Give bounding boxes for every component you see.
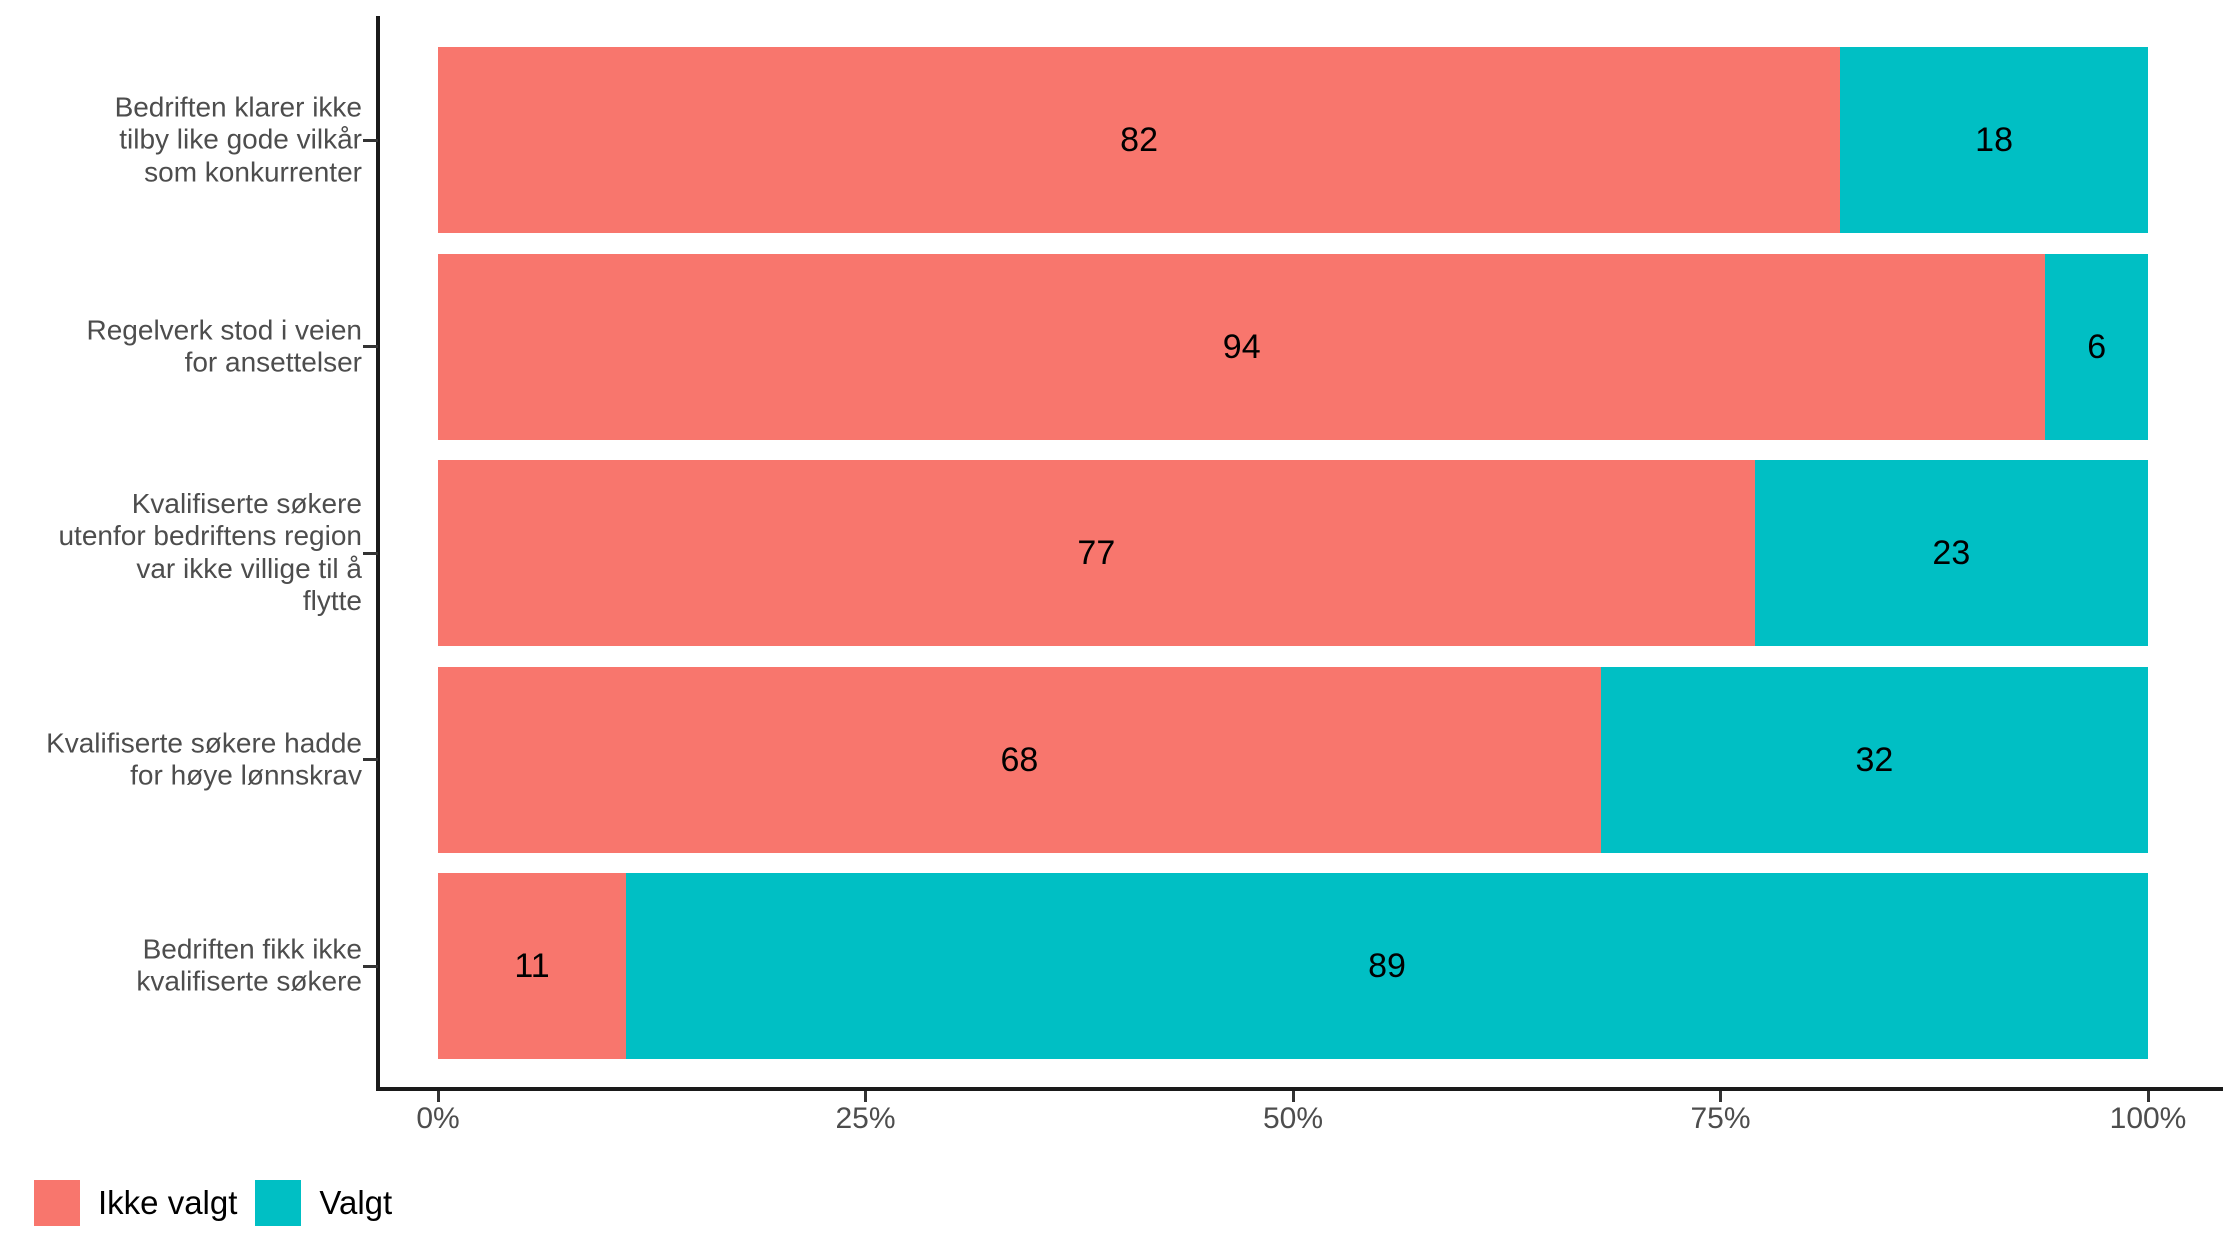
bar-row-kvalifiserte-søkere-hadde-for-: 68 32 xyxy=(438,666,2148,853)
bar-value-label: 89 xyxy=(1368,947,1406,985)
legend-swatch-valgt xyxy=(255,1180,302,1226)
y-axis-line xyxy=(376,16,380,1091)
x-axis-tick-label: 100% xyxy=(2109,1102,2187,1135)
x-axis-tick-label: 0% xyxy=(416,1102,460,1135)
category-label-4: Kvalifiserte søkere hadde for høye lønns… xyxy=(46,727,362,791)
bar-value-label: 23 xyxy=(1932,534,1971,572)
bar-segment-ikke-valgt: 77 xyxy=(438,460,1755,646)
bar-segment-valgt: 6 xyxy=(2045,253,2148,440)
category-label-1: Bedriften klarer ikke tilby like gode vi… xyxy=(114,91,362,188)
x-axis-tick xyxy=(1719,1091,1722,1102)
bar-segment-ikke-valgt: 94 xyxy=(438,253,2046,440)
bar-segment-ikke-valgt: 82 xyxy=(438,47,1841,233)
y-axis-tick xyxy=(363,138,378,142)
legend-label-ikke-valgt: Ikke valgt xyxy=(98,1184,238,1221)
x-axis-tick-label: 50% xyxy=(1262,1102,1324,1135)
x-axis-tick xyxy=(2146,1091,2150,1102)
bar-value-label: 18 xyxy=(1975,121,2013,159)
bar-value-label: 68 xyxy=(1000,740,1039,779)
y-axis-tick xyxy=(363,758,378,761)
category-label-3: Kvalifiserte søkere utenfor bedriftens r… xyxy=(58,488,362,617)
bar-segment-valgt: 18 xyxy=(1840,47,2148,233)
bar-value-label: 82 xyxy=(1120,121,1158,159)
x-axis-tick-label: 75% xyxy=(1690,1102,1751,1135)
x-axis-tick xyxy=(864,1091,867,1102)
bar-segment-valgt: 89 xyxy=(626,873,2148,1059)
legend-swatch-ikke-valgt xyxy=(34,1180,80,1226)
x-axis-tick xyxy=(436,1091,440,1102)
bar-segment-valgt: 23 xyxy=(1754,460,2148,646)
legend-label-valgt: Valgt xyxy=(319,1184,393,1221)
y-axis-tick xyxy=(363,345,378,348)
legend: Ikke valgt Valgt xyxy=(34,1180,392,1226)
x-axis-tick-label: 25% xyxy=(835,1102,896,1135)
bar-value-label: 6 xyxy=(2087,327,2107,366)
category-label-5: Bedriften fikk ikke kvalifiserte søkere xyxy=(136,933,362,997)
x-axis-tick xyxy=(1291,1091,1295,1102)
bar-segment-ikke-valgt: 11 xyxy=(438,873,627,1059)
category-label-2: Regelverk stod i veien for ansettelser xyxy=(86,314,362,378)
bar-value-label: 77 xyxy=(1077,534,1116,572)
bar-value-label: 94 xyxy=(1222,327,1261,366)
bar-row-regelverk-stod-i-veien-for-ans: 94 6 xyxy=(438,253,2148,440)
bar-row-kvalifiserte-søkere-utenfor-be: 77 23 xyxy=(438,460,2148,646)
y-axis-tick xyxy=(363,551,378,555)
bar-segment-ikke-valgt: 68 xyxy=(438,666,1601,853)
y-axis-tick xyxy=(363,964,378,968)
bar-value-label: 11 xyxy=(514,947,550,985)
bar-row-bedriften-fikk-ikke-kvalifiser: 11 89 xyxy=(438,873,2148,1059)
x-axis-line xyxy=(376,1087,2223,1091)
bar-row-bedriften-klarer-ikke-tilby-li: 82 18 xyxy=(438,47,2148,233)
bar-segment-valgt: 32 xyxy=(1600,666,2148,853)
bar-value-label: 32 xyxy=(1855,740,1894,779)
